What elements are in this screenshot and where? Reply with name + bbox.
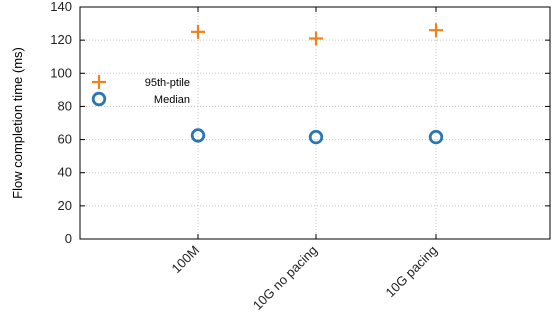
point-median <box>308 129 324 145</box>
point-95th-ptile <box>309 31 323 46</box>
legend-circle-icon <box>91 91 107 107</box>
y-tick-label: 60 <box>58 132 72 147</box>
legend-plus-icon <box>92 75 106 89</box>
x-tick-label: 100M <box>169 243 203 277</box>
y-tick-label: 100 <box>50 65 72 80</box>
y-tick-label: 120 <box>50 32 72 47</box>
y-axis-ticks: 0 20 40 60 80 100 120 140 <box>50 0 550 246</box>
y-tick-label: 0 <box>65 231 72 246</box>
y-tick-label: 20 <box>58 198 72 213</box>
x-axis-ticks: 100M 10G no pacing 10G pacing <box>169 7 440 313</box>
x-tick-label: 10G pacing <box>382 243 440 301</box>
plot-frame <box>79 6 551 240</box>
point-95th-ptile <box>429 23 443 38</box>
point-median <box>190 128 206 143</box>
x-tick-label: 10G no pacing <box>250 243 320 313</box>
y-axis-label: Flow completion time (ms) <box>10 47 25 199</box>
legend-label: Median <box>154 94 190 106</box>
point-95th-ptile <box>191 24 205 39</box>
y-tick-label: 140 <box>50 0 72 14</box>
data-marks <box>190 23 444 145</box>
point-median <box>428 129 444 145</box>
legend-label: 95th-ptile <box>145 77 190 89</box>
y-tick-label: 40 <box>58 165 72 180</box>
y-tick-label: 80 <box>58 98 72 113</box>
legend: 95th-ptile Median <box>91 75 190 107</box>
